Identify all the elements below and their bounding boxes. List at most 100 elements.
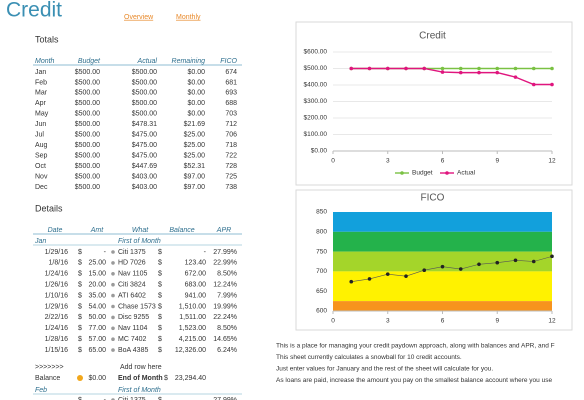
section-title: Details	[35, 203, 63, 213]
column-header: APR	[216, 227, 231, 234]
currency: $	[78, 292, 82, 299]
cell: Nov	[35, 173, 48, 180]
add-label: Add row here	[120, 364, 162, 371]
note: As loans are paid, increase the amount y…	[276, 377, 552, 384]
month-note: First of Month	[118, 238, 161, 245]
cell: 706	[225, 132, 237, 139]
cell: $475.00	[132, 152, 157, 159]
cell: 65.00	[88, 347, 106, 354]
cell: Apr	[35, 100, 47, 107]
cell: 27.99%	[213, 397, 237, 400]
cell: 12,326.00	[175, 347, 206, 354]
cell: $25.00	[184, 132, 206, 139]
currency: $	[78, 397, 82, 400]
cell: 728	[225, 163, 237, 170]
y-tick-label: 750	[316, 248, 327, 255]
balance-note: End of Month	[118, 375, 163, 382]
cell: Feb	[35, 79, 47, 86]
cell: May	[35, 111, 49, 118]
cell: 50.00	[88, 314, 106, 321]
cell: 15.00	[88, 271, 106, 278]
cell: $500.00	[75, 111, 100, 118]
point	[477, 66, 481, 71]
point	[440, 66, 445, 71]
cell: $21.69	[184, 121, 206, 128]
cell: Nav 1105	[118, 271, 148, 278]
cell: 7.99%	[217, 292, 237, 299]
cell: 722	[225, 152, 237, 159]
cell: 1/24/16	[45, 271, 68, 278]
chart-title: Credit	[419, 31, 446, 42]
balance-label: Balance	[35, 375, 60, 382]
cell: Dec	[35, 184, 48, 191]
add-marker: >>>>>>>	[35, 364, 64, 371]
cell: Citi 1375	[118, 397, 146, 400]
cell: 683.00	[185, 282, 207, 289]
currency: $	[78, 249, 82, 256]
cell: Nav 1104	[118, 325, 148, 332]
status-dot	[111, 304, 115, 309]
y-tick-label: $500.00	[304, 65, 328, 72]
x-tick-label: 9	[495, 318, 499, 325]
cell: 681	[225, 79, 237, 86]
currency: $	[158, 282, 162, 289]
legend-swatch	[445, 171, 449, 175]
x-tick-label: 12	[548, 158, 556, 165]
cell: $500.00	[75, 163, 100, 170]
cell: BoA 4385	[118, 347, 148, 354]
column-header: Month	[35, 58, 55, 65]
cell: 1,510.00	[179, 303, 206, 310]
point	[440, 264, 445, 269]
status-dot	[77, 375, 83, 381]
currency: $	[78, 260, 82, 267]
band	[333, 271, 552, 302]
point	[531, 82, 536, 87]
cell: $500.00	[75, 173, 100, 180]
legend-label: Budget	[412, 170, 433, 177]
cell: $500.00	[132, 100, 157, 107]
cell: $500.00	[132, 111, 157, 118]
link[interactable]: Overview	[124, 14, 154, 21]
currency: $	[158, 292, 162, 299]
x-tick-label: 12	[548, 318, 556, 325]
cell: Aug	[35, 142, 48, 149]
cell: $25.00	[184, 142, 206, 149]
cell: -	[204, 249, 207, 256]
series-line	[351, 67, 552, 86]
cell: $97.00	[184, 184, 206, 191]
cell: 14.65%	[213, 336, 237, 343]
currency: $	[78, 314, 82, 321]
currency: $	[78, 271, 82, 278]
cell: 738	[225, 184, 237, 191]
cell: $500.00	[75, 69, 100, 76]
column-header: Remaining	[172, 58, 206, 65]
currency: $	[158, 325, 162, 332]
y-tick-label: $400.00	[304, 82, 328, 89]
x-tick-label: 3	[386, 318, 390, 325]
note: This is a place for managing your credit…	[276, 343, 555, 350]
y-tick-label: $300.00	[304, 98, 328, 105]
month: Jan	[34, 238, 46, 245]
cell: Jan	[35, 69, 46, 76]
legend-label: Actual	[457, 170, 476, 177]
point	[477, 262, 481, 267]
link[interactable]: Monthly	[176, 14, 201, 21]
cell: $25.00	[184, 152, 206, 159]
cell: Jun	[35, 121, 46, 128]
currency: $	[158, 260, 162, 267]
currency: $	[158, 271, 162, 278]
cell: 688	[225, 100, 237, 107]
currency: $	[78, 336, 82, 343]
x-tick-label: 6	[441, 158, 445, 165]
chart-frame	[295, 21, 573, 186]
cell: $97.00	[184, 173, 206, 180]
cell: -	[104, 249, 107, 256]
balance-amount: $0.00	[88, 375, 106, 382]
cell: 941.00	[185, 292, 207, 299]
currency: $	[78, 347, 82, 354]
currency: $	[158, 347, 162, 354]
cell: 22.99%	[213, 260, 237, 267]
currency: $	[158, 303, 162, 310]
cell: $500.00	[75, 121, 100, 128]
legend-swatch	[400, 171, 404, 175]
